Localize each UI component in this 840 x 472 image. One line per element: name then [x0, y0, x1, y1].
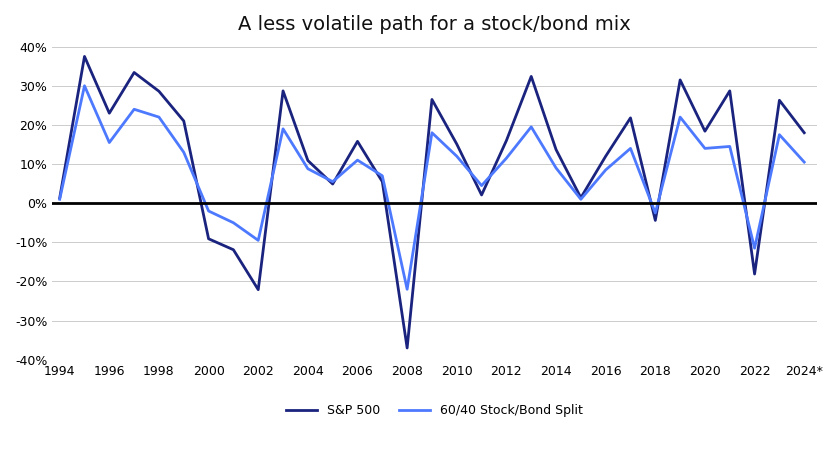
S&P 500	[179, 118, 189, 124]
S&P 500	[203, 236, 213, 242]
60/40 Stock/Bond Split	[749, 245, 759, 251]
S&P 500	[253, 287, 263, 293]
S&P 500	[749, 271, 759, 277]
S&P 500	[774, 97, 785, 103]
S&P 500	[278, 88, 288, 94]
60/40 Stock/Bond Split	[278, 126, 288, 132]
60/40 Stock/Bond Split	[799, 159, 809, 165]
60/40 Stock/Bond Split	[700, 145, 710, 151]
60/40 Stock/Bond Split	[551, 165, 561, 171]
60/40 Stock/Bond Split	[179, 150, 189, 155]
S&P 500	[154, 88, 164, 94]
S&P 500	[725, 88, 735, 94]
S&P 500	[700, 128, 710, 134]
S&P 500	[228, 247, 239, 253]
S&P 500	[626, 115, 636, 121]
S&P 500	[104, 110, 114, 116]
60/40 Stock/Bond Split	[402, 287, 412, 292]
60/40 Stock/Bond Split	[650, 210, 660, 216]
60/40 Stock/Bond Split	[675, 114, 685, 120]
S&P 500	[55, 195, 65, 201]
S&P 500	[675, 77, 685, 83]
S&P 500	[452, 141, 462, 147]
60/40 Stock/Bond Split	[129, 107, 139, 112]
60/40 Stock/Bond Split	[228, 220, 239, 226]
S&P 500	[601, 153, 611, 159]
60/40 Stock/Bond Split	[476, 183, 486, 188]
60/40 Stock/Bond Split	[626, 145, 636, 151]
60/40 Stock/Bond Split	[203, 208, 213, 214]
60/40 Stock/Bond Split	[427, 130, 437, 135]
60/40 Stock/Bond Split	[452, 153, 462, 159]
60/40 Stock/Bond Split	[725, 143, 735, 149]
60/40 Stock/Bond Split	[353, 157, 363, 163]
60/40 Stock/Bond Split	[253, 237, 263, 243]
Line: S&P 500: S&P 500	[60, 57, 804, 348]
60/40 Stock/Bond Split	[104, 140, 114, 145]
S&P 500	[427, 97, 437, 102]
60/40 Stock/Bond Split	[601, 167, 611, 173]
S&P 500	[80, 54, 90, 59]
S&P 500	[303, 158, 313, 163]
60/40 Stock/Bond Split	[154, 114, 164, 120]
Title: A less volatile path for a stock/bond mix: A less volatile path for a stock/bond mi…	[238, 15, 631, 34]
S&P 500	[575, 195, 585, 201]
60/40 Stock/Bond Split	[526, 124, 536, 130]
S&P 500	[501, 138, 512, 143]
S&P 500	[328, 181, 338, 187]
S&P 500	[799, 130, 809, 135]
60/40 Stock/Bond Split	[501, 155, 512, 161]
S&P 500	[129, 70, 139, 76]
60/40 Stock/Bond Split	[328, 179, 338, 185]
S&P 500	[526, 74, 536, 79]
Legend: S&P 500, 60/40 Stock/Bond Split: S&P 500, 60/40 Stock/Bond Split	[281, 399, 588, 422]
60/40 Stock/Bond Split	[303, 166, 313, 172]
Line: 60/40 Stock/Bond Split: 60/40 Stock/Bond Split	[60, 86, 804, 289]
S&P 500	[476, 192, 486, 198]
60/40 Stock/Bond Split	[774, 132, 785, 137]
S&P 500	[650, 218, 660, 223]
S&P 500	[353, 138, 363, 144]
S&P 500	[377, 179, 387, 185]
S&P 500	[551, 147, 561, 152]
60/40 Stock/Bond Split	[377, 173, 387, 178]
60/40 Stock/Bond Split	[575, 196, 585, 202]
60/40 Stock/Bond Split	[55, 196, 65, 202]
60/40 Stock/Bond Split	[80, 83, 90, 89]
S&P 500	[402, 345, 412, 351]
